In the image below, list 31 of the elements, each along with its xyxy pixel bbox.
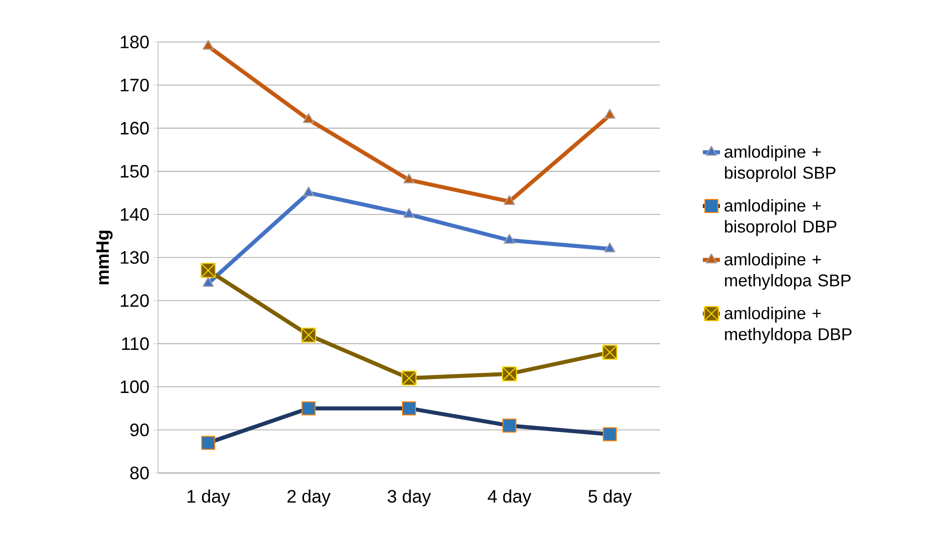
x-tick-label: 4 day	[488, 490, 532, 506]
y-tick-label: 140	[120, 208, 149, 221]
y-tick-label: 170	[120, 78, 149, 92]
y-tick-label: 120	[120, 294, 149, 307]
x-tick-label: 1 day	[188, 490, 230, 506]
legend-label: amlodipine + bisoprolol SBP	[724, 145, 836, 182]
y-tick-label: 100	[120, 380, 149, 394]
y-tick-label: 180	[120, 36, 149, 48]
y-tick-label: 160	[120, 122, 149, 135]
point	[403, 208, 415, 218]
point	[302, 186, 314, 196]
legend-label: amlodipine + bisoprolol DBP	[724, 199, 836, 236]
point	[202, 276, 214, 287]
point	[202, 40, 214, 50]
point	[403, 173, 415, 184]
point	[302, 113, 314, 124]
point	[504, 194, 516, 205]
point	[504, 234, 516, 244]
x-tick-label: 3 day	[388, 490, 431, 506]
x-tick-label: 2 day	[288, 490, 331, 506]
point	[604, 108, 616, 119]
legend-label: amlodipine + methyldopa DBP	[724, 306, 852, 344]
y-tick-label: 80	[130, 466, 149, 480]
y-tick-label: 150	[120, 164, 149, 178]
x-tick-label: 5 day	[588, 490, 632, 506]
y-tick-label: 110	[122, 337, 149, 350]
point	[604, 242, 616, 252]
y-tick-label: 90	[130, 424, 149, 436]
legend-label: amlodipine + methyldopa SBP	[724, 252, 851, 290]
y-axis-title: mmHg	[96, 230, 113, 284]
y-tick-label: 130	[120, 251, 149, 264]
